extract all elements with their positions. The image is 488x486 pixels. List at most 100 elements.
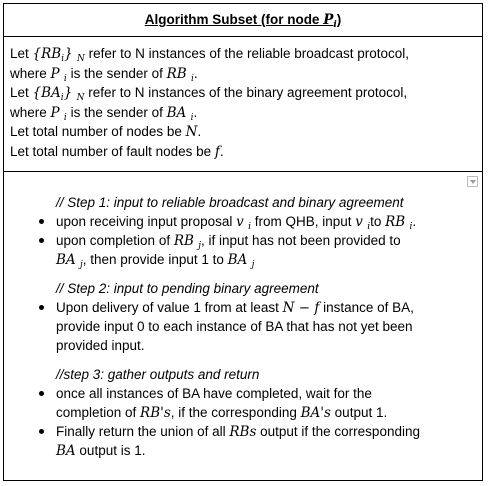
def-line-6: Let total number of fault nodes be f. — [10, 142, 476, 162]
algorithm-box: Algorithm Subset (for node Pi) Let {RBi}… — [3, 3, 483, 481]
s1b1-mid: from QHB, input — [250, 214, 356, 229]
s1b2-mid: , then provide input 1 to — [82, 252, 228, 267]
s1b1-v2-text: v — [355, 214, 363, 230]
title-close: ) — [336, 12, 342, 27]
def3-pre: Let — [10, 85, 33, 100]
def2-mid: is the sender of — [66, 65, 167, 81]
step1-comment: // Step 1: input to reliable broadcast a… — [56, 195, 404, 210]
s3b2-rbs: RBs — [229, 424, 257, 440]
title-node-sub: i — [333, 20, 337, 30]
step1-bullet-2: upon completion of RB j, if input has no… — [32, 231, 472, 270]
s1b2-ba2-sub: j — [251, 260, 255, 270]
def2-post: . — [193, 65, 198, 81]
s3b1-post: output 1. — [330, 405, 388, 420]
s1b1-v2-sub: i — [367, 222, 371, 232]
def2-sym2: RB i — [166, 65, 194, 84]
s1b2-ba-text: BA — [56, 252, 76, 268]
s3b1-rbs: RB's — [140, 405, 171, 421]
def-line-5: Let total number of nodes be N. — [10, 122, 476, 142]
s1b1-v2: v i — [355, 214, 371, 232]
def1-sym-close: } — [64, 46, 73, 62]
def3-sym-close: } — [63, 85, 73, 101]
step1-b1-line: upon receiving input proposal v i from Q… — [56, 212, 472, 232]
definitions: Let {RBi} N refer to N instances of the … — [4, 36, 482, 172]
s1b1-rb: RB i — [385, 214, 413, 232]
step1-bullet-1: upon receiving input proposal v i from Q… — [32, 212, 472, 232]
s3b2-post: output if the corresponding — [256, 424, 420, 439]
def4-sym2-text: BA — [166, 104, 187, 121]
s3b1-pre: completion of — [56, 405, 141, 420]
def2-pre: where — [10, 65, 51, 81]
s1b2-rb-sub: j — [198, 241, 202, 251]
s3b1-bas: BA's — [300, 405, 331, 421]
def-line-2: where P i is the sender of RB i. — [10, 64, 476, 84]
title-text: Algorithm Subset (for node — [144, 12, 324, 27]
def3-sym-sub: i — [60, 93, 64, 103]
step1-b2-line1: upon completion of RB j, if input has no… — [56, 231, 472, 251]
step3-bullet-1: once all instances of BA have completed,… — [32, 384, 472, 422]
def5-pre: Let total number of nodes be — [10, 124, 186, 139]
step2-comment: // Step 2: input to pending binary agree… — [56, 281, 319, 296]
s1b1-rb-sub: i — [409, 222, 413, 232]
def1-pre: Let — [10, 46, 33, 61]
s1b1-post: . — [412, 214, 417, 229]
step3-b2-line1: Finally return the union of all RBs outp… — [56, 422, 472, 441]
def2-sym2-sub: i — [191, 73, 194, 84]
s3b1-mid: , if the corresponding — [170, 405, 301, 420]
s1b2-rb: RB j — [173, 233, 202, 251]
def3-post: refer to N instances of the binary agree… — [84, 85, 408, 100]
title-node: Pi — [323, 12, 337, 30]
def1-sym: {RBi} N — [32, 46, 85, 64]
s1b1-mid2: to — [370, 214, 386, 229]
s1b1-v: v i — [236, 214, 251, 232]
s3b2-pre: Finally return the union of all — [56, 424, 230, 439]
def1-post: refer to N instances of the reliable bro… — [84, 46, 410, 61]
def2-sym: P i — [50, 65, 67, 84]
def6-sym: f — [214, 143, 220, 160]
s2b1-expr: N − f — [282, 300, 320, 316]
def-line-4: where P i is the sender of BA i. — [10, 103, 476, 123]
step2-b1-line3: provided input. — [56, 338, 145, 353]
def4-mid: is the sender of — [66, 104, 167, 120]
def3-sym: {BAi} N — [33, 85, 85, 103]
page-title: Algorithm Subset (for node Pi) — [144, 12, 342, 30]
dropdown-arrow-icon[interactable] — [467, 176, 478, 187]
step2-bullet-1: Upon delivery of value 1 from at least N… — [32, 298, 472, 355]
def3-sym-sub2: N — [76, 93, 85, 103]
def2-sym2-text: RB — [166, 65, 187, 82]
def2-sym-text: P — [50, 65, 60, 82]
s2b1-pre: Upon delivery of value 1 from at least — [56, 300, 283, 315]
step1-b2-line2: BA j, then provide input 1 to BA j — [56, 250, 472, 270]
s1b2-pre: upon completion of — [56, 233, 174, 248]
step3-b1-line1: once all instances of BA have completed,… — [56, 386, 372, 401]
s1b2-rb-text: RB — [173, 233, 194, 249]
step3-b2-line2: BA output is 1. — [56, 441, 472, 460]
def-line-1: Let {RBi} N refer to N instances of the … — [10, 44, 476, 64]
s2b1-post: instance of BA, — [319, 300, 414, 315]
s1b2-ba-sub: j — [79, 260, 83, 270]
def5-post: . — [197, 124, 202, 139]
def5-sym: N — [185, 124, 198, 140]
def6-pre: Let total number of fault nodes be — [10, 143, 215, 159]
def4-sym: P i — [50, 104, 67, 123]
s1b1-pre: upon receiving input proposal — [56, 214, 237, 229]
s1b1-rb-text: RB — [385, 214, 406, 230]
def4-post: . — [193, 104, 198, 120]
algorithm-body: // Step 1: input to reliable broadcast a… — [4, 172, 482, 480]
step3-b1-line2: completion of RB's, if the corresponding… — [56, 403, 472, 422]
s1b2-ba2: BA j — [228, 252, 255, 270]
step3-comment: //step 3: gather outputs and return — [56, 367, 260, 382]
step2-b1-line1: Upon delivery of value 1 from at least N… — [56, 298, 472, 317]
s3b2-ba: BA — [56, 443, 76, 459]
def1-sym-sub2: N — [77, 54, 85, 64]
def-line-3: Let {BAi} N refer to N instances of the … — [10, 83, 476, 103]
def6-post: . — [219, 143, 224, 159]
def4-sym-text: P — [50, 104, 60, 121]
def4-sym-sub: i — [63, 112, 67, 123]
def2-sym-sub: i — [63, 73, 67, 84]
s1b1-v-text: v — [236, 214, 244, 230]
def4-sym2-sub: i — [190, 112, 194, 123]
s1b2-post: , if input has not been provided to — [201, 233, 401, 248]
def1-sym-text: {RB — [32, 46, 62, 62]
def1-sym-sub: i — [61, 54, 65, 64]
